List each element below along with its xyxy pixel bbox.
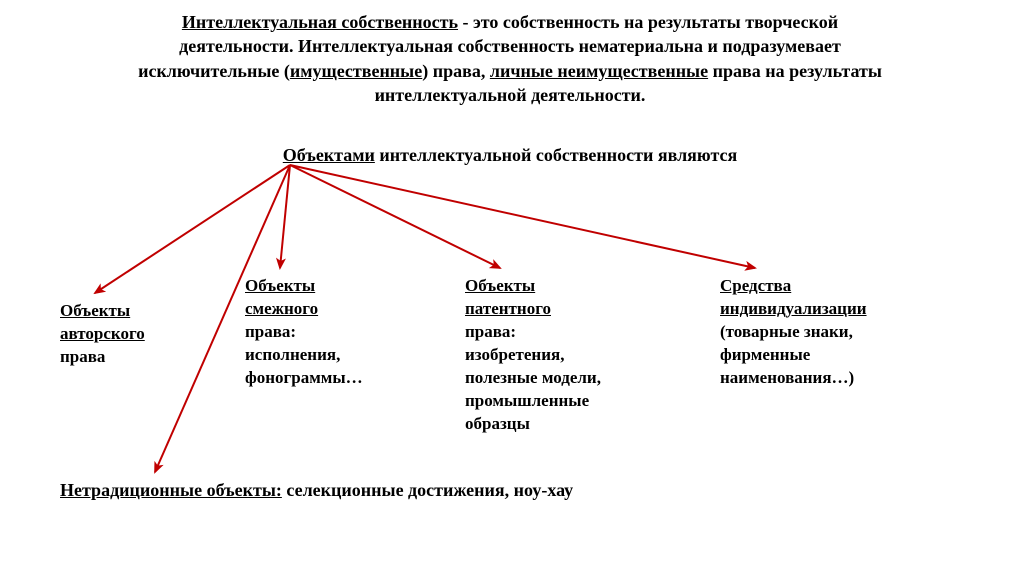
n2-l2: смежного [245,299,318,318]
subtitle: Объектами интеллектуальной собственности… [200,145,820,166]
title-block: Интеллектуальная собственность - это соб… [130,10,890,107]
n3-l4: изобретения, [465,345,564,364]
n4-l3: (товарные знаки, [720,322,853,341]
title-u5: личные неимущественные [490,61,708,81]
node-patent: Объекты патентного права: изобретения, п… [465,275,665,436]
n3-l2: патентного [465,299,551,318]
n2-l3: права: [245,322,296,341]
bottom-u: Нетрадиционные объекты: [60,480,282,500]
node-related-rights: Объекты смежного права: исполнения, фоно… [245,275,415,390]
n3-l6: промышленные [465,391,589,410]
n3-l5: полезные модели, [465,368,601,387]
n1-l2: авторского [60,324,145,343]
n1-l3: права [60,347,105,366]
node-individualization: Средства индивидуализации (товарные знак… [720,275,950,390]
bottom-rest: селекционные достижения, ноу-хау [282,480,573,500]
n3-l7: образцы [465,414,530,433]
title-u1: Интеллектуальная собственность [182,12,458,32]
n3-l1: Объекты [465,276,535,295]
n3-l3: права: [465,322,516,341]
subtitle-u: Объектами [283,145,375,165]
node-nontraditional: Нетрадиционные объекты: селекционные дос… [60,480,573,501]
n2-l1: Объекты [245,276,315,295]
n4-l4: фирменные [720,345,810,364]
n4-l5: наименования…) [720,368,854,387]
n2-l5: фонограммы… [245,368,363,387]
node-copyright: Объекты авторского права [60,300,200,369]
subtitle-rest: интеллектуальной собственности являются [375,145,737,165]
n4-l1: Средства [720,276,791,295]
n4-l2: индивидуализации [720,299,867,318]
n1-l1: Объекты [60,301,130,320]
title-t4: ) права, [422,61,490,81]
n2-l4: исполнения, [245,345,340,364]
title-u3: имущественные [290,61,422,81]
